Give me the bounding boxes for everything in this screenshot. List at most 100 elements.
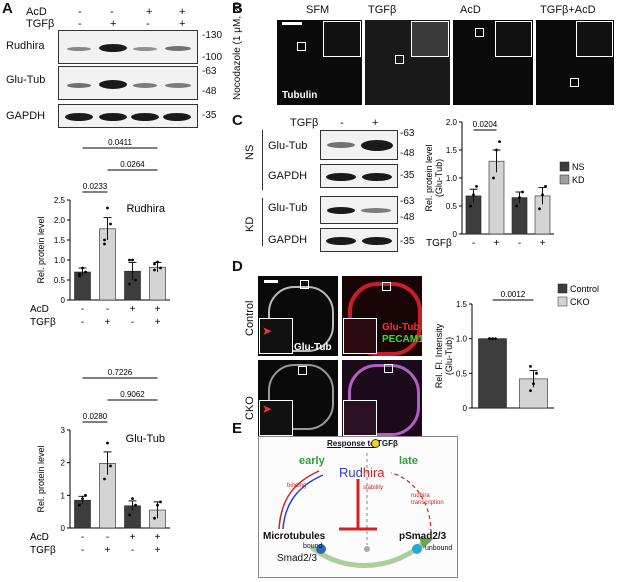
- panel-letter-a: A: [2, 0, 13, 17]
- rudhira-bar-chart: 0 0.5 1.0 1.5 2.0 2.5 Rel. protein level Rudhir…: [30, 138, 170, 328]
- p-value-label: 0.0204: [473, 120, 498, 129]
- model-diagram: Response to TGFβ early late Rudhira bind…: [258, 436, 458, 578]
- binding-label: binding: [287, 483, 307, 489]
- marker: -35: [400, 236, 415, 247]
- data-point: [529, 389, 532, 393]
- legend-label: CKO: [570, 297, 590, 307]
- data-point: [78, 503, 81, 507]
- data-point: [128, 282, 131, 286]
- y-tick-label: 0: [463, 404, 468, 413]
- sign-tgfb: -: [81, 545, 84, 556]
- panel-letter-e: E: [232, 420, 243, 437]
- blot-label-rudhira: Rudhira: [6, 40, 45, 52]
- data-point: [538, 207, 541, 211]
- western-blot-kd-glu-tub: [320, 196, 398, 224]
- late-label: late: [399, 455, 418, 467]
- sign-tgfb: +: [155, 317, 161, 328]
- sign-tgfb: -: [518, 238, 521, 249]
- y-tick-label: 2: [61, 459, 66, 468]
- p-value-label: 0.0233: [83, 182, 108, 191]
- bound-label: bound: [303, 543, 323, 550]
- sign: +: [372, 117, 379, 129]
- p-value-label: 0.0411: [108, 138, 132, 147]
- legend-label: KD: [572, 175, 585, 185]
- sign-tgfb: -: [131, 545, 134, 556]
- sign-tgfb: +: [540, 238, 546, 249]
- western-blot-kd-gapdh: [320, 228, 398, 252]
- sign: -: [110, 6, 114, 18]
- row-label-control: Control: [244, 300, 256, 336]
- binding-arrow-red: [278, 470, 320, 530]
- row-label-tgfb: TGFβ: [30, 317, 56, 328]
- marker: -63: [400, 128, 415, 139]
- y-tick-label: 0: [453, 230, 458, 239]
- y-tick-label: 2.0: [54, 216, 66, 225]
- data-point: [521, 190, 524, 194]
- blot-label-gapdh: GAPDH: [268, 170, 308, 182]
- data-point: [498, 140, 501, 143]
- western-blot-gapdh: [58, 104, 198, 128]
- western-blot-ns-glu-tub: [320, 130, 398, 160]
- marker: -48: [202, 86, 217, 97]
- marker: -48: [400, 148, 415, 159]
- y-tick-label: 0: [61, 296, 66, 305]
- bar: [74, 499, 91, 529]
- release-arrow: [309, 540, 426, 568]
- data-point: [131, 258, 134, 262]
- data-point: [488, 337, 491, 341]
- transcription-label: rudhira transcription: [411, 493, 444, 506]
- data-point: [128, 513, 131, 517]
- y-tick-label: 1.0: [54, 256, 66, 265]
- scale-bar: [282, 22, 302, 25]
- blot-label-glu-tub: Glu-Tub: [268, 202, 308, 214]
- data-point: [106, 441, 109, 445]
- row-label-acd: AcD: [30, 304, 49, 315]
- row-label-tgfb: TGFβ: [426, 238, 452, 249]
- sign-tgfb: -: [81, 317, 84, 328]
- data-point: [153, 516, 156, 520]
- marker: -35: [400, 170, 415, 181]
- data-point: [544, 185, 547, 188]
- bracket: [262, 198, 263, 246]
- sign-tgfb: +: [105, 545, 111, 556]
- micrograph-sfm: [277, 20, 362, 105]
- western-blot-glu-tub: [58, 66, 198, 100]
- p-value-label: 0.0264: [120, 160, 145, 169]
- stain-label-red: Glu-Tub: [382, 322, 420, 333]
- y-tick-label: 1.5: [456, 300, 468, 309]
- marker: -63: [202, 66, 217, 77]
- sign-acd: -: [81, 532, 84, 543]
- row-label-cko: CKO: [244, 396, 256, 420]
- acd-label: AcD: [26, 6, 47, 18]
- sign-acd: -: [106, 532, 109, 543]
- rudhira-label: Rudhira: [339, 465, 385, 480]
- early-label: early: [299, 455, 325, 467]
- data-point: [106, 206, 109, 210]
- marker: -35: [202, 110, 217, 121]
- sign-acd: -: [81, 304, 84, 315]
- sign: +: [179, 6, 186, 18]
- chart-title: Glu-Tub: [126, 433, 165, 445]
- y-tick-label: 2.5: [54, 196, 66, 205]
- panel-letter-c: C: [232, 112, 243, 129]
- unbound-smad-dot: [412, 544, 422, 554]
- marker: -100: [202, 52, 223, 63]
- y-tick-label: 1.5: [54, 236, 66, 245]
- row-label-tgfb: TGFβ: [30, 545, 56, 556]
- sign: -: [78, 6, 82, 18]
- micrograph-tgfb-acd: [536, 20, 614, 105]
- data-point: [529, 365, 532, 368]
- y-axis-label-unit: (Glu-Tub): [434, 159, 444, 197]
- legend-swatch: [557, 283, 568, 294]
- tgfb-label: TGFβ: [290, 117, 319, 129]
- legend-label: Control: [570, 284, 599, 294]
- center-dot: [364, 546, 370, 552]
- diagram-title-tgf: TGFβ: [377, 439, 398, 448]
- micrograph-cko-merge: [342, 360, 422, 438]
- column-label: TGFβ: [368, 4, 397, 16]
- western-blot-rudhira: [58, 30, 198, 64]
- chart-title: Rudhira: [126, 203, 165, 215]
- y-tick-label: 3: [61, 426, 66, 435]
- bound-smad-dot: [316, 544, 326, 554]
- y-tick-label: 0.5: [54, 276, 66, 285]
